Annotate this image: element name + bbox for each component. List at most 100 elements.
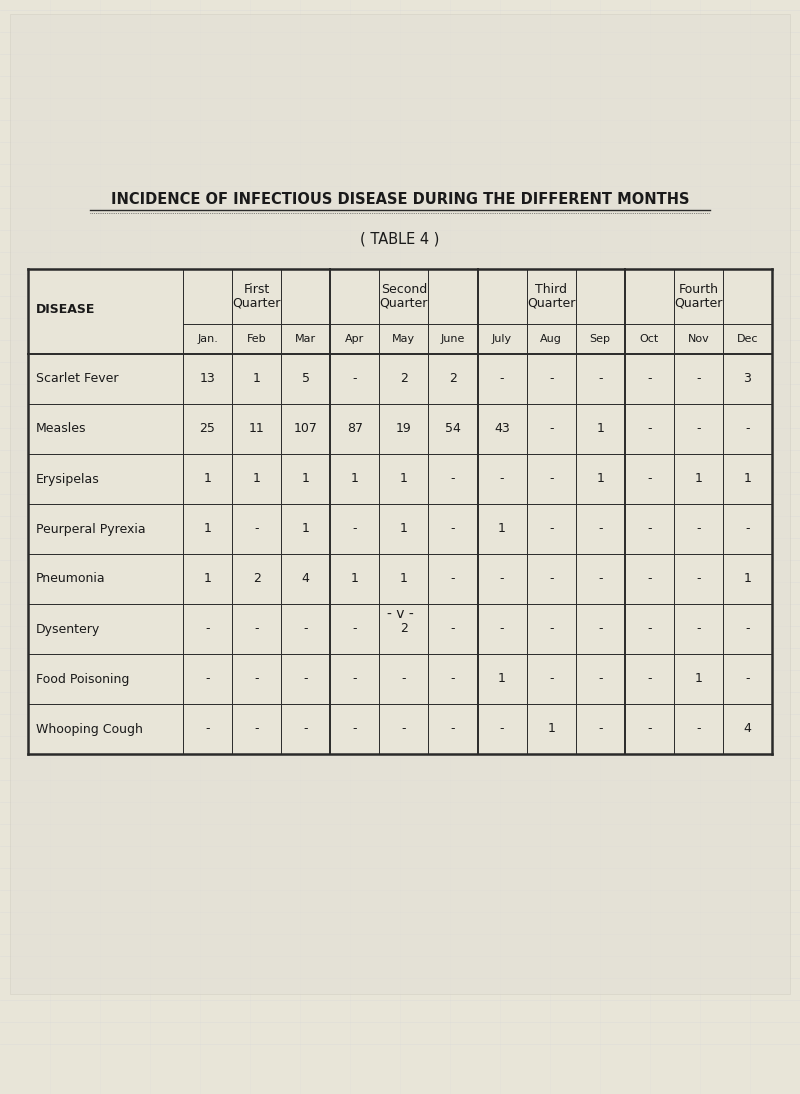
Text: 4: 4 (302, 572, 310, 585)
Text: Quarter: Quarter (380, 296, 428, 310)
Text: -: - (500, 372, 504, 385)
Text: -: - (500, 622, 504, 636)
Text: -: - (647, 722, 651, 735)
Text: - v -: - v - (386, 607, 414, 621)
Text: -: - (549, 622, 554, 636)
Text: -: - (303, 673, 308, 686)
Text: Dec: Dec (737, 334, 758, 344)
Text: May: May (392, 334, 415, 344)
Text: -: - (450, 572, 455, 585)
Text: 2: 2 (449, 372, 457, 385)
Text: Pneumonia: Pneumonia (36, 572, 106, 585)
Text: 5: 5 (302, 372, 310, 385)
Text: -: - (647, 673, 651, 686)
Text: 1: 1 (498, 673, 506, 686)
Text: -: - (696, 572, 701, 585)
Text: 1: 1 (743, 473, 751, 486)
Text: 1: 1 (694, 673, 702, 686)
Text: -: - (647, 523, 651, 535)
Text: 1: 1 (596, 473, 604, 486)
Text: -: - (647, 372, 651, 385)
Text: Erysipelas: Erysipelas (36, 473, 100, 486)
Text: 87: 87 (346, 422, 362, 435)
Text: -: - (696, 372, 701, 385)
Text: 1: 1 (204, 523, 211, 535)
Text: -: - (206, 673, 210, 686)
Text: 13: 13 (200, 372, 215, 385)
Text: Peurperal Pyrexia: Peurperal Pyrexia (36, 523, 146, 535)
Text: 1: 1 (743, 572, 751, 585)
Text: 2: 2 (253, 572, 261, 585)
Text: -: - (647, 572, 651, 585)
Text: -: - (353, 722, 357, 735)
Text: July: July (492, 334, 512, 344)
Text: 4: 4 (743, 722, 751, 735)
Text: -: - (598, 622, 602, 636)
Text: Second: Second (381, 283, 427, 296)
Text: Jan.: Jan. (197, 334, 218, 344)
Text: DISEASE: DISEASE (36, 303, 95, 316)
Bar (10, 14, 790, 994)
Text: -: - (696, 622, 701, 636)
Text: 1: 1 (547, 722, 555, 735)
Text: -: - (450, 473, 455, 486)
Text: -: - (598, 673, 602, 686)
Text: -: - (549, 523, 554, 535)
Text: -: - (206, 622, 210, 636)
Text: 1: 1 (253, 372, 261, 385)
Text: -: - (746, 673, 750, 686)
Text: Aug: Aug (540, 334, 562, 344)
Text: 1: 1 (253, 473, 261, 486)
Text: -: - (598, 372, 602, 385)
Text: -: - (549, 572, 554, 585)
Text: -: - (402, 722, 406, 735)
Text: 1: 1 (400, 523, 408, 535)
Text: -: - (549, 372, 554, 385)
Text: -: - (598, 523, 602, 535)
Text: -: - (254, 622, 259, 636)
Bar (28, 269, 772, 754)
Text: Third: Third (535, 283, 567, 296)
Text: 1: 1 (302, 473, 310, 486)
Text: Food Poisoning: Food Poisoning (36, 673, 130, 686)
Text: -: - (549, 673, 554, 686)
Text: -: - (549, 422, 554, 435)
Text: Sep: Sep (590, 334, 610, 344)
Text: 3: 3 (743, 372, 751, 385)
Text: -: - (254, 523, 259, 535)
Text: Quarter: Quarter (527, 296, 575, 310)
Text: -: - (450, 673, 455, 686)
Text: -: - (500, 722, 504, 735)
Text: Dysentery: Dysentery (36, 622, 100, 636)
Text: -: - (696, 422, 701, 435)
Text: Quarter: Quarter (674, 296, 722, 310)
Text: -: - (647, 622, 651, 636)
Text: 1: 1 (498, 523, 506, 535)
Text: Feb: Feb (247, 334, 266, 344)
Text: -: - (402, 673, 406, 686)
Text: Fourth: Fourth (678, 283, 718, 296)
Text: Mar: Mar (295, 334, 316, 344)
Text: 1: 1 (400, 572, 408, 585)
Text: -: - (549, 473, 554, 486)
Text: Measles: Measles (36, 422, 86, 435)
Text: -: - (746, 622, 750, 636)
Text: -: - (303, 622, 308, 636)
Text: -: - (254, 673, 259, 686)
Text: 1: 1 (400, 473, 408, 486)
Text: Quarter: Quarter (233, 296, 281, 310)
Text: -: - (206, 722, 210, 735)
Text: 2: 2 (400, 372, 408, 385)
Text: -: - (746, 422, 750, 435)
Text: 43: 43 (494, 422, 510, 435)
Text: 25: 25 (200, 422, 215, 435)
Text: Nov: Nov (687, 334, 710, 344)
Text: 2: 2 (400, 622, 408, 636)
Text: -: - (353, 673, 357, 686)
Text: 107: 107 (294, 422, 318, 435)
Text: Oct: Oct (640, 334, 659, 344)
Text: -: - (450, 722, 455, 735)
Text: -: - (746, 523, 750, 535)
Text: -: - (500, 572, 504, 585)
Text: 1: 1 (694, 473, 702, 486)
